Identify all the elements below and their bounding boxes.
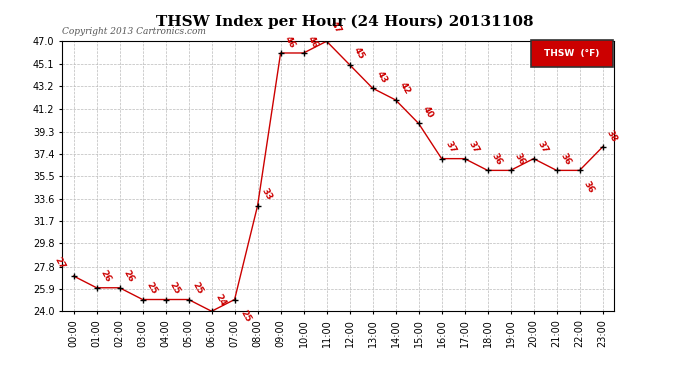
Text: 26: 26 (122, 269, 136, 284)
Text: 36: 36 (513, 152, 527, 167)
Text: 38: 38 (605, 128, 619, 143)
Text: 27: 27 (52, 256, 67, 272)
Text: Copyright 2013 Cartronics.com: Copyright 2013 Cartronics.com (62, 27, 206, 36)
Text: 36: 36 (582, 180, 596, 195)
Text: 43: 43 (375, 69, 389, 85)
Text: 37: 37 (444, 140, 458, 155)
Text: 40: 40 (421, 105, 435, 120)
Text: 36: 36 (490, 152, 504, 167)
Text: 33: 33 (260, 187, 274, 202)
Text: 42: 42 (398, 81, 412, 96)
Text: 45: 45 (352, 46, 366, 61)
Text: 37: 37 (467, 140, 481, 155)
Text: 47: 47 (329, 20, 343, 35)
Text: THSW Index per Hour (24 Hours) 20131108: THSW Index per Hour (24 Hours) 20131108 (156, 15, 534, 29)
Text: 25: 25 (238, 309, 252, 324)
Text: 25: 25 (168, 280, 182, 296)
Text: THSW  (°F): THSW (°F) (544, 49, 600, 58)
Text: 36: 36 (559, 152, 573, 167)
Text: 25: 25 (145, 280, 159, 296)
Text: 46: 46 (283, 34, 297, 50)
Text: 24: 24 (214, 292, 228, 308)
Text: 37: 37 (536, 140, 550, 155)
Text: 25: 25 (191, 280, 205, 296)
FancyBboxPatch shape (531, 40, 613, 67)
Text: 46: 46 (306, 34, 320, 50)
Text: 26: 26 (99, 269, 113, 284)
